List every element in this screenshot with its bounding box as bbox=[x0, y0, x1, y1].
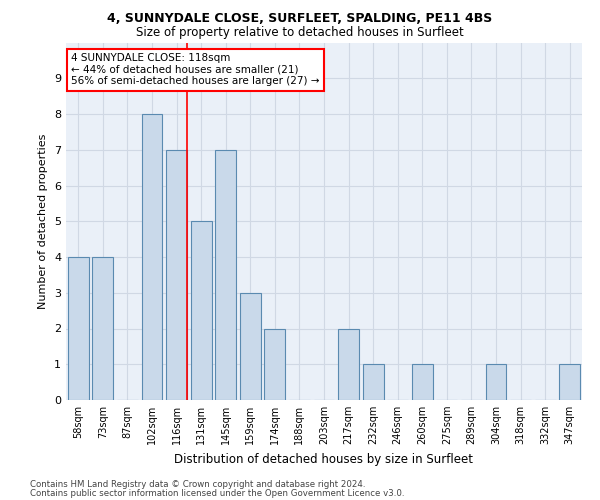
X-axis label: Distribution of detached houses by size in Surfleet: Distribution of detached houses by size … bbox=[175, 452, 473, 466]
Bar bbox=[559, 364, 580, 400]
Bar bbox=[68, 257, 89, 400]
Bar bbox=[485, 364, 506, 400]
Bar bbox=[265, 328, 286, 400]
Bar bbox=[142, 114, 163, 400]
Bar bbox=[215, 150, 236, 400]
Text: Size of property relative to detached houses in Surfleet: Size of property relative to detached ho… bbox=[136, 26, 464, 39]
Text: Contains HM Land Registry data © Crown copyright and database right 2024.: Contains HM Land Registry data © Crown c… bbox=[30, 480, 365, 489]
Text: 4 SUNNYDALE CLOSE: 118sqm
← 44% of detached houses are smaller (21)
56% of semi-: 4 SUNNYDALE CLOSE: 118sqm ← 44% of detac… bbox=[71, 53, 320, 86]
Text: 4, SUNNYDALE CLOSE, SURFLEET, SPALDING, PE11 4BS: 4, SUNNYDALE CLOSE, SURFLEET, SPALDING, … bbox=[107, 12, 493, 26]
Y-axis label: Number of detached properties: Number of detached properties bbox=[38, 134, 49, 309]
Bar bbox=[338, 328, 359, 400]
Bar bbox=[92, 257, 113, 400]
Bar bbox=[240, 293, 261, 400]
Bar bbox=[362, 364, 383, 400]
Bar bbox=[412, 364, 433, 400]
Bar bbox=[166, 150, 187, 400]
Text: Contains public sector information licensed under the Open Government Licence v3: Contains public sector information licen… bbox=[30, 489, 404, 498]
Bar bbox=[191, 221, 212, 400]
